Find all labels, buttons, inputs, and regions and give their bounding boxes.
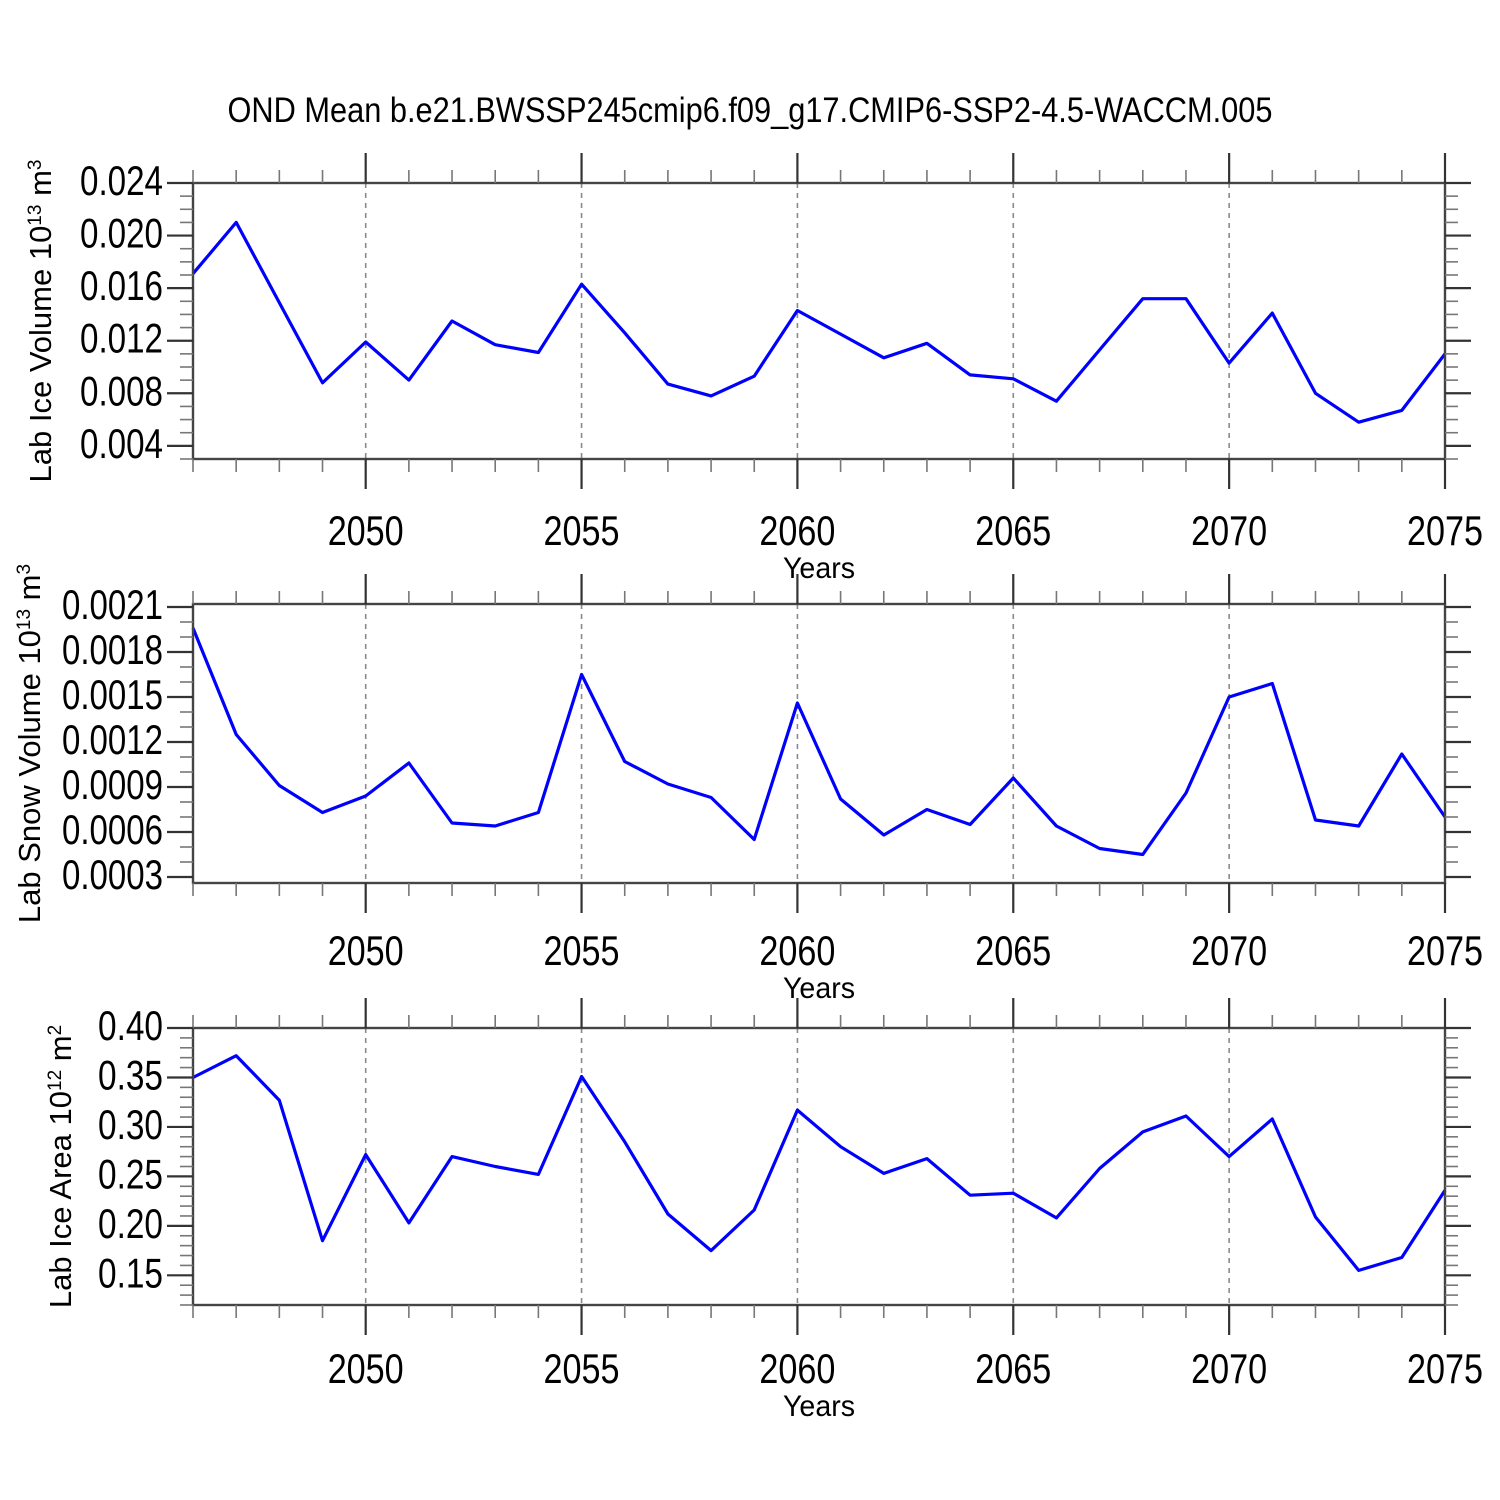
- figure-title: OND Mean b.e21.BWSSP245cmip6.f09_g17.CMI…: [228, 91, 1273, 130]
- y-tick-label: 0.008: [80, 367, 163, 414]
- x-tick-label: 2070: [1191, 927, 1267, 974]
- y-tick-label: 0.0009: [62, 761, 163, 808]
- data-line-lab-ice-area: [192, 1054, 1447, 1273]
- x-axis-title: Years: [783, 1390, 855, 1423]
- y-tick-label: 0.0018: [62, 626, 163, 673]
- y-tick-label: 0.004: [80, 420, 163, 467]
- x-tick-label: 2050: [328, 507, 404, 554]
- y-tick-label: 0.020: [80, 210, 163, 257]
- y-tick-label: 0.25: [98, 1150, 163, 1197]
- x-tick-label: 2075: [1407, 507, 1483, 554]
- x-tick-label: 2050: [328, 1345, 404, 1392]
- y-tick-label: 0.30: [98, 1101, 163, 1148]
- y-axis-title: Lab Snow Volume 1013 m3: [12, 564, 47, 923]
- x-tick-label: 2055: [544, 927, 620, 974]
- panel-lab-snow-volume: 2050 2055 2060 2065 2070 20750.00030.00060.00…: [12, 564, 1483, 1005]
- y-tick-label: 0.0006: [62, 806, 163, 853]
- x-tick-label: 2060: [759, 927, 835, 974]
- x-tick-label: 2075: [1407, 927, 1483, 974]
- x-tick-label: 2065: [975, 927, 1051, 974]
- plot-frame: [191, 181, 1447, 461]
- panel-lab-ice-area: 2050 2055 2060 2065 2070 2075 0.150.200.250.30…: [43, 998, 1483, 1423]
- y-axis-title: Lab Ice Volume 1013 m3: [23, 160, 58, 483]
- x-tick-label: 2065: [975, 1345, 1051, 1392]
- y-tick-label: 0.024: [80, 157, 163, 204]
- data-line-lab-snow-volume: [191, 627, 1447, 857]
- x-tick-label: 2055: [544, 507, 620, 554]
- y-tick-label: 0.012: [80, 315, 163, 362]
- y-axis-title: Lab Ice Area 1012 m2: [43, 1025, 78, 1308]
- x-tick-label: 2070: [1191, 1345, 1267, 1392]
- y-tick-label: 0.15: [98, 1249, 163, 1296]
- x-tick-label: 2055: [544, 1345, 620, 1392]
- plot-frame: [191, 1026, 1447, 1307]
- y-tick-label: 0.0015: [62, 671, 163, 718]
- x-tick-label: 2070: [1191, 507, 1267, 554]
- plot-frame: [191, 602, 1447, 885]
- x-axis-title: Years: [783, 552, 855, 585]
- x-tick-label: 2065: [975, 507, 1051, 554]
- x-tick-label: 2050: [328, 927, 404, 974]
- x-tick-label: 2060: [759, 507, 835, 554]
- x-tick-label: 2075: [1407, 1345, 1483, 1392]
- y-tick-label: 0.016: [80, 262, 163, 309]
- y-tick-label: 0.0021: [62, 581, 163, 628]
- y-tick-label: 0.0003: [62, 851, 163, 898]
- x-axis-title: Years: [783, 972, 855, 1005]
- y-tick-label: 0.35: [98, 1051, 163, 1098]
- y-tick-label: 0.20: [98, 1200, 163, 1247]
- y-tick-label: 0.0012: [62, 716, 163, 763]
- panel-lab-ice-volume: 2050 2055 2060 2065 2070 2075 0.004 0.008 0.012 0…: [23, 153, 1483, 585]
- data-line-lab-ice-volume: [191, 220, 1447, 424]
- y-tick-label: 0.40: [98, 1002, 163, 1049]
- x-tick-label: 2060: [759, 1345, 835, 1392]
